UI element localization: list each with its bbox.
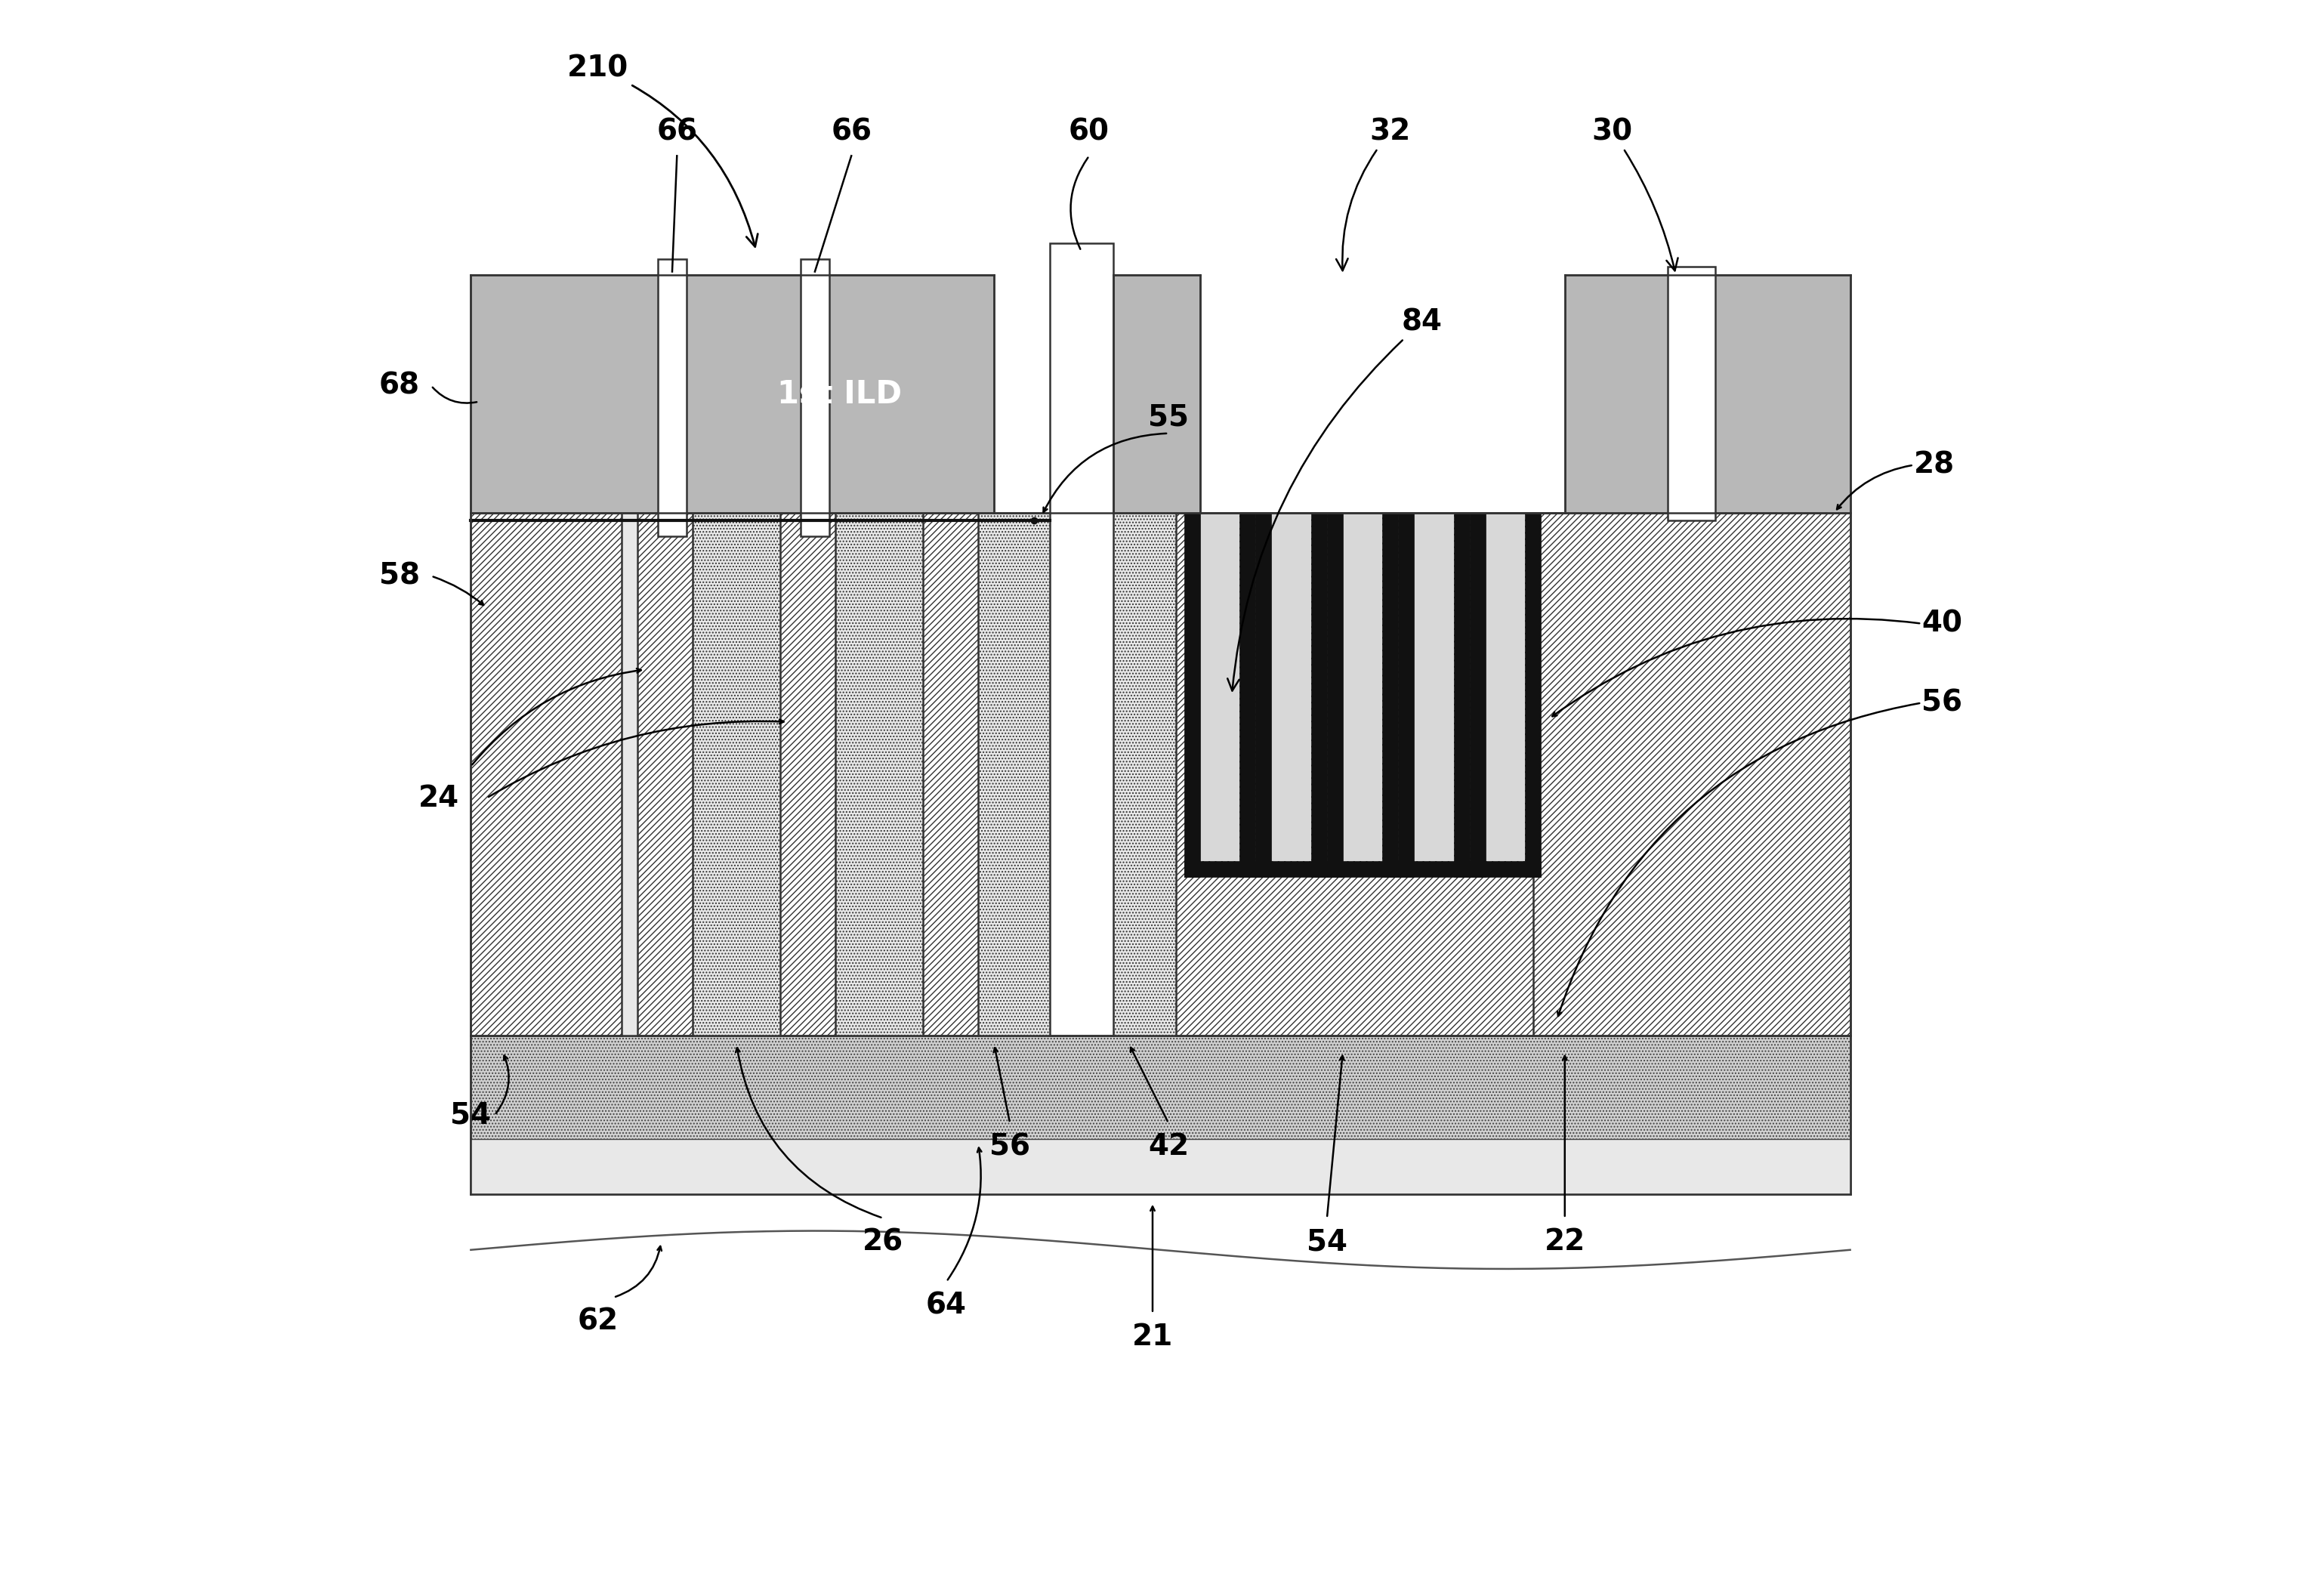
- Bar: [1669, 267, 1715, 520]
- Text: 60: 60: [1068, 118, 1109, 147]
- Bar: [1184, 512, 1200, 878]
- Text: 42: 42: [1149, 1133, 1188, 1162]
- Bar: [1413, 512, 1453, 862]
- Bar: [1344, 512, 1383, 862]
- Bar: [1525, 512, 1541, 878]
- Bar: [471, 275, 993, 512]
- Text: 84: 84: [1228, 308, 1441, 691]
- Bar: [924, 512, 977, 1036]
- Bar: [471, 1036, 1850, 1194]
- Bar: [638, 512, 692, 1036]
- Text: 22: 22: [1543, 1227, 1585, 1256]
- Bar: [1564, 275, 1850, 512]
- Bar: [1469, 512, 1485, 878]
- Text: 1st ILD: 1st ILD: [778, 378, 903, 410]
- Bar: [1534, 512, 1850, 1036]
- Text: 64: 64: [926, 1291, 968, 1320]
- Text: 66: 66: [657, 118, 696, 147]
- Bar: [471, 1140, 1850, 1194]
- Bar: [836, 512, 924, 1036]
- Bar: [471, 512, 1850, 1036]
- Text: 210: 210: [566, 54, 757, 247]
- Bar: [1114, 275, 1200, 512]
- Bar: [1485, 512, 1525, 862]
- Bar: [1256, 512, 1272, 878]
- Text: 56: 56: [1922, 688, 1961, 717]
- Bar: [801, 259, 829, 536]
- Bar: [471, 512, 622, 1036]
- Bar: [1272, 512, 1311, 862]
- Bar: [1397, 862, 1469, 878]
- Text: 26: 26: [863, 1227, 903, 1256]
- Bar: [1200, 512, 1239, 862]
- Bar: [977, 512, 1049, 1036]
- Text: 24: 24: [418, 784, 460, 812]
- Bar: [1397, 512, 1413, 878]
- Text: 56: 56: [989, 1133, 1031, 1162]
- Bar: [1311, 512, 1328, 878]
- Bar: [780, 512, 836, 1036]
- Bar: [1328, 512, 1344, 878]
- Text: 66: 66: [831, 118, 873, 147]
- Bar: [1469, 862, 1541, 878]
- Text: 40: 40: [1922, 610, 1961, 638]
- Bar: [1383, 512, 1397, 878]
- Text: 54: 54: [1307, 1227, 1349, 1256]
- Bar: [1453, 512, 1469, 878]
- Bar: [1184, 862, 1256, 878]
- Text: 32: 32: [1337, 118, 1411, 271]
- Text: 30: 30: [1592, 118, 1678, 271]
- Bar: [1177, 512, 1574, 1036]
- Text: 28: 28: [1913, 450, 1954, 479]
- Bar: [692, 512, 780, 1036]
- Bar: [1328, 862, 1397, 878]
- Bar: [1049, 243, 1114, 1036]
- Text: 21: 21: [1133, 1323, 1172, 1352]
- Bar: [1256, 862, 1328, 878]
- Bar: [657, 259, 687, 536]
- Text: 54: 54: [450, 1101, 492, 1130]
- Text: 55: 55: [1149, 404, 1188, 433]
- Text: 62: 62: [578, 1307, 617, 1336]
- Bar: [1239, 512, 1256, 878]
- Text: 68: 68: [378, 372, 420, 401]
- Bar: [1114, 512, 1184, 1036]
- Text: 58: 58: [378, 562, 420, 591]
